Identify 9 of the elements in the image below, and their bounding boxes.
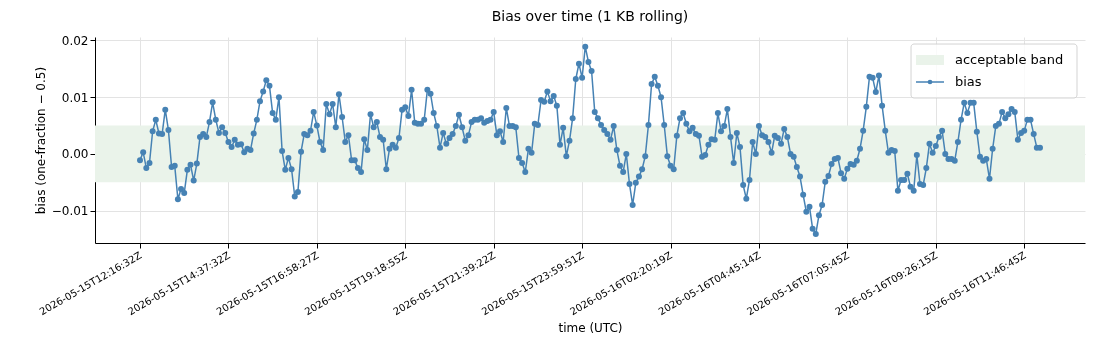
y-tick-label: 0.02 [61, 33, 89, 48]
chart-title: Bias over time (1 KB rolling) [491, 8, 689, 25]
x-axis-title: time (UTC) [558, 321, 623, 336]
y-tick-label: 0.01 [61, 90, 89, 105]
y-tick-label: −0.01 [51, 204, 89, 219]
legend-label: bias [955, 74, 982, 89]
y-tick-label: 0.00 [61, 147, 89, 162]
y-axis-title: bias (one-fraction − 0.5) [33, 66, 48, 215]
legend-label: acceptable band [955, 52, 1064, 67]
